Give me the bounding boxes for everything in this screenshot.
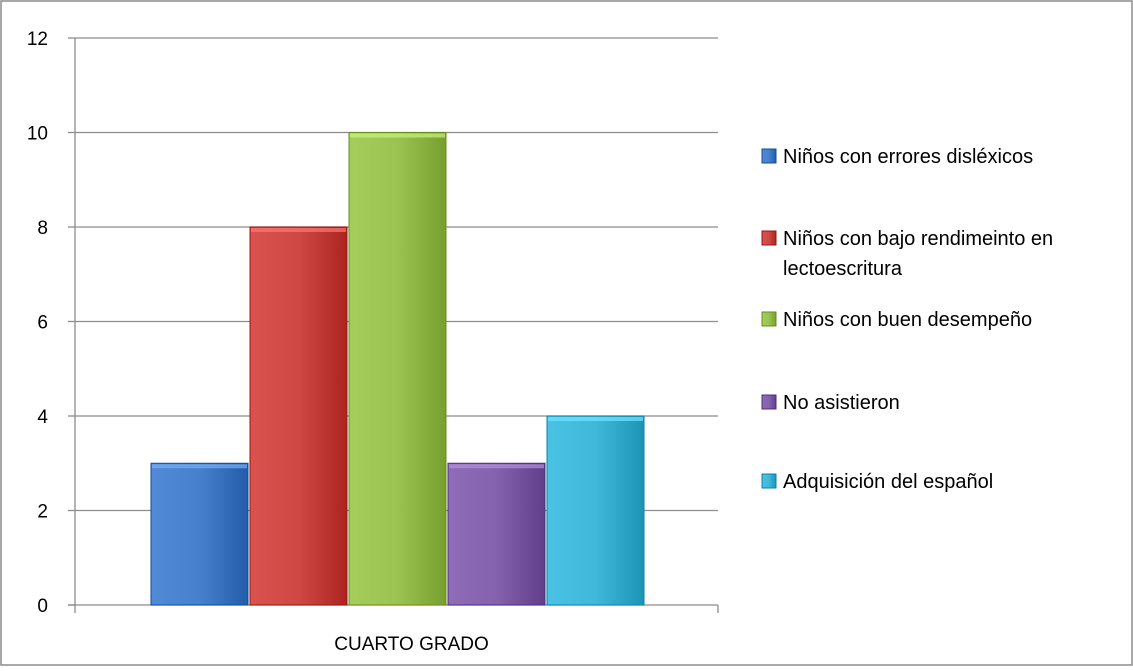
legend-item: No asistieron (761, 392, 900, 414)
y-tick-label: 12 (27, 29, 48, 50)
bar-top-bevel (251, 228, 346, 232)
y-tick-label: 2 (37, 502, 48, 523)
legend-swatch (761, 394, 777, 410)
y-tick-label: 6 (37, 313, 48, 334)
y-tick-label: 4 (37, 407, 48, 428)
bar-top-bevel (152, 464, 247, 469)
y-tick-label: 10 (27, 124, 48, 145)
y-tick-label: 0 (37, 596, 48, 617)
legend-swatch (761, 311, 777, 327)
legend-label: Niños con errores disléxicos (783, 146, 1033, 168)
bar-top-bevel (350, 133, 445, 138)
legend-label: Adquisición del español (783, 471, 993, 493)
bar-top-bevel (449, 464, 544, 469)
bars (150, 132, 645, 606)
bar-group (447, 462, 546, 606)
bar (150, 462, 249, 606)
bar-group (150, 462, 249, 606)
bar-group (348, 132, 447, 606)
bar-top-bevel (548, 417, 643, 421)
legend-item: Niños con bajo rendimeinto en lectoescrit… (761, 228, 1053, 280)
legend-label: lectoescritura (783, 258, 903, 280)
bar-group (546, 415, 645, 606)
bar-group (249, 226, 348, 606)
bar (447, 462, 546, 606)
legend: Niños con errores disléxicos Niños con ba… (761, 146, 1053, 493)
bar (546, 415, 645, 606)
axis-labels: 0 2 4 6 8 10 12 CUARTO GRADO (27, 29, 489, 655)
legend-swatch (761, 148, 777, 164)
bar (348, 132, 447, 606)
y-tick-label: 8 (37, 218, 48, 239)
legend-item: Adquisición del español (761, 471, 993, 493)
legend-item: Niños con errores disléxicos (761, 146, 1033, 168)
legend-label: No asistieron (783, 392, 900, 414)
legend-label: Niños con bajo rendimeinto en (783, 228, 1053, 250)
legend-swatch (761, 230, 777, 246)
bar (249, 226, 348, 606)
legend-swatch (761, 473, 777, 489)
legend-item: Niños con buen desempeño (761, 309, 1032, 331)
legend-label: Niños con buen desempeño (783, 309, 1032, 331)
x-category-label: CUARTO GRADO (334, 634, 489, 655)
